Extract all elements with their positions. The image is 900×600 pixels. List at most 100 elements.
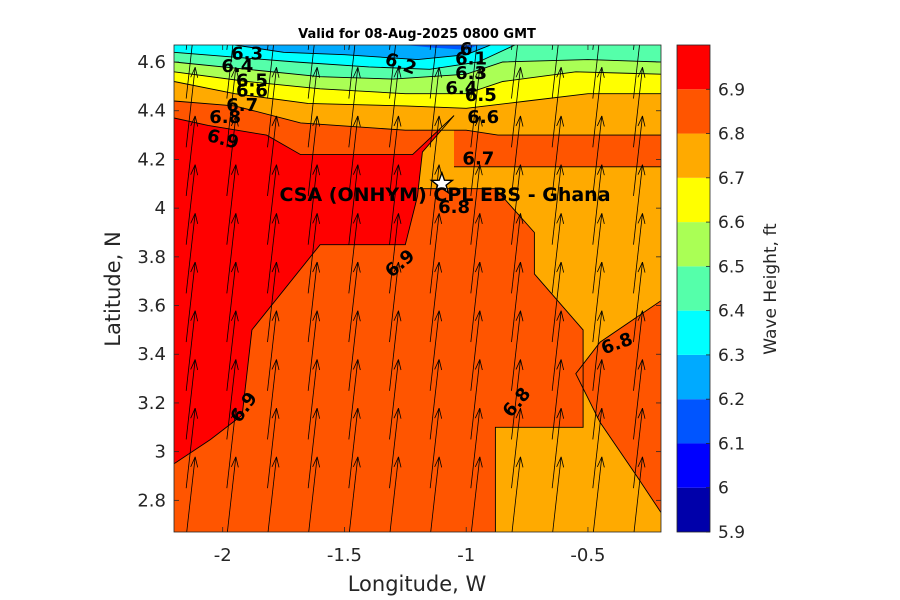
contour-region bbox=[174, 105, 454, 464]
contour-label: 6.1 bbox=[455, 49, 487, 70]
contour-label: 6.3 bbox=[231, 44, 263, 65]
colorbar-swatch bbox=[677, 310, 710, 355]
x-tick-label: -1 bbox=[457, 545, 475, 566]
vector-arrow bbox=[470, 359, 483, 440]
colorbar-swatch bbox=[677, 487, 710, 532]
vector-arrow bbox=[551, 213, 565, 294]
vector-arrow bbox=[633, 115, 646, 197]
vector-arrow bbox=[430, 456, 443, 532]
vector-arrow bbox=[348, 310, 361, 391]
vector-arrow bbox=[307, 359, 321, 440]
vector-arrow bbox=[307, 67, 321, 148]
vector-arrow bbox=[633, 45, 640, 99]
y-tick-label: 4.6 bbox=[137, 52, 166, 73]
y-tick-label: 3 bbox=[155, 442, 166, 463]
colorbar-tick-label: 6.6 bbox=[718, 213, 745, 233]
vector-arrow bbox=[348, 456, 361, 532]
vector-arrow bbox=[551, 115, 565, 197]
vector-arrow bbox=[185, 261, 199, 343]
vector-arrow bbox=[389, 408, 402, 489]
contour-label: 6.7 bbox=[462, 148, 494, 169]
vector-arrow bbox=[185, 115, 199, 197]
vector-arrow bbox=[551, 359, 565, 440]
y-tick-label: 3.6 bbox=[137, 296, 166, 317]
vector-arrow bbox=[186, 456, 199, 532]
x-axis-title: Longitude, W bbox=[348, 572, 487, 596]
vector-arrow bbox=[511, 310, 524, 391]
vector-arrow bbox=[511, 261, 524, 343]
vector-arrow bbox=[633, 213, 646, 294]
contour-line bbox=[575, 300, 661, 513]
vector-arrow bbox=[348, 115, 361, 197]
vector-arrow bbox=[267, 456, 280, 532]
vector-arrow bbox=[185, 45, 193, 99]
vector-arrow bbox=[389, 310, 402, 391]
vector-arrow bbox=[389, 456, 402, 532]
vector-arrow bbox=[592, 164, 605, 245]
vector-arrow bbox=[470, 45, 478, 99]
vector-arrow bbox=[267, 164, 280, 245]
vector-arrow bbox=[185, 45, 188, 50]
plot-frame bbox=[173, 44, 662, 533]
vector-arrow bbox=[633, 359, 646, 440]
vector-arrow bbox=[226, 408, 239, 489]
colorbar-tick-label: 6.4 bbox=[718, 302, 745, 322]
vector-arrow bbox=[308, 456, 321, 532]
vector-arrow bbox=[226, 45, 234, 99]
vector-arrow bbox=[429, 45, 432, 50]
vector-arrow bbox=[511, 115, 524, 197]
vector-arrow bbox=[307, 45, 310, 50]
vector-arrow bbox=[470, 310, 483, 391]
contour-label: 6.6 bbox=[467, 107, 499, 128]
contour-line bbox=[174, 81, 661, 109]
vector-arrow bbox=[551, 67, 565, 148]
vector-arrow bbox=[633, 261, 646, 343]
vector-arrow bbox=[551, 408, 565, 489]
colorbar-frame bbox=[676, 44, 711, 533]
vector-arrow bbox=[389, 45, 396, 99]
x-axis: -2 -1.5 -1 -0.5 bbox=[214, 45, 606, 566]
vector-arrow bbox=[226, 67, 239, 148]
contour-line bbox=[174, 59, 661, 80]
contour-line bbox=[174, 45, 516, 70]
vector-arrow bbox=[429, 213, 443, 294]
contour-label: 6.6 bbox=[236, 80, 268, 101]
colorbar-tick-label: 6.3 bbox=[718, 346, 745, 366]
vector-arrow bbox=[307, 213, 321, 294]
vector-arrow bbox=[511, 67, 524, 148]
vector-arrow bbox=[552, 456, 565, 532]
vector-arrow bbox=[633, 164, 646, 245]
vector-arrow bbox=[348, 261, 361, 343]
colorbar-swatch bbox=[677, 89, 710, 134]
vector-arrow bbox=[592, 310, 605, 391]
vector-arrow bbox=[185, 408, 199, 489]
colorbar-swatch bbox=[677, 354, 710, 400]
contour-label: 6.5 bbox=[465, 85, 497, 106]
vector-arrow bbox=[185, 359, 199, 440]
vector-arrow bbox=[429, 359, 443, 440]
vector-arrow bbox=[470, 115, 483, 197]
vector-arrow bbox=[551, 261, 565, 343]
colorbar: 5.9 6 6.1 6.2 6.3 6.4 6.5 6.6 6.7 6.8 6.9 bbox=[676, 44, 745, 543]
vector-arrow bbox=[429, 310, 443, 391]
vector-arrow bbox=[511, 164, 524, 245]
vector-arrow bbox=[551, 164, 565, 245]
contour-region bbox=[234, 45, 491, 60]
vector-arrow bbox=[592, 456, 605, 532]
vector-arrow bbox=[307, 164, 321, 245]
vector-arrow bbox=[185, 213, 199, 294]
vector-arrow bbox=[592, 45, 594, 50]
vector-arrow bbox=[511, 213, 524, 294]
colorbar-swatch bbox=[677, 266, 710, 311]
vector-arrow bbox=[470, 408, 483, 489]
filled-contours bbox=[174, 45, 661, 532]
vector-arrow bbox=[226, 45, 228, 50]
vector-arrow bbox=[185, 164, 199, 245]
vector-arrow bbox=[348, 164, 361, 245]
colorbar-tick-label: 6.2 bbox=[718, 390, 745, 410]
vector-arrow bbox=[551, 45, 559, 99]
vector-arrow bbox=[226, 261, 239, 343]
site-marker-group: CSA (ONHYM) CPL EBS - Ghana bbox=[279, 170, 611, 206]
vector-arrow bbox=[185, 67, 199, 148]
